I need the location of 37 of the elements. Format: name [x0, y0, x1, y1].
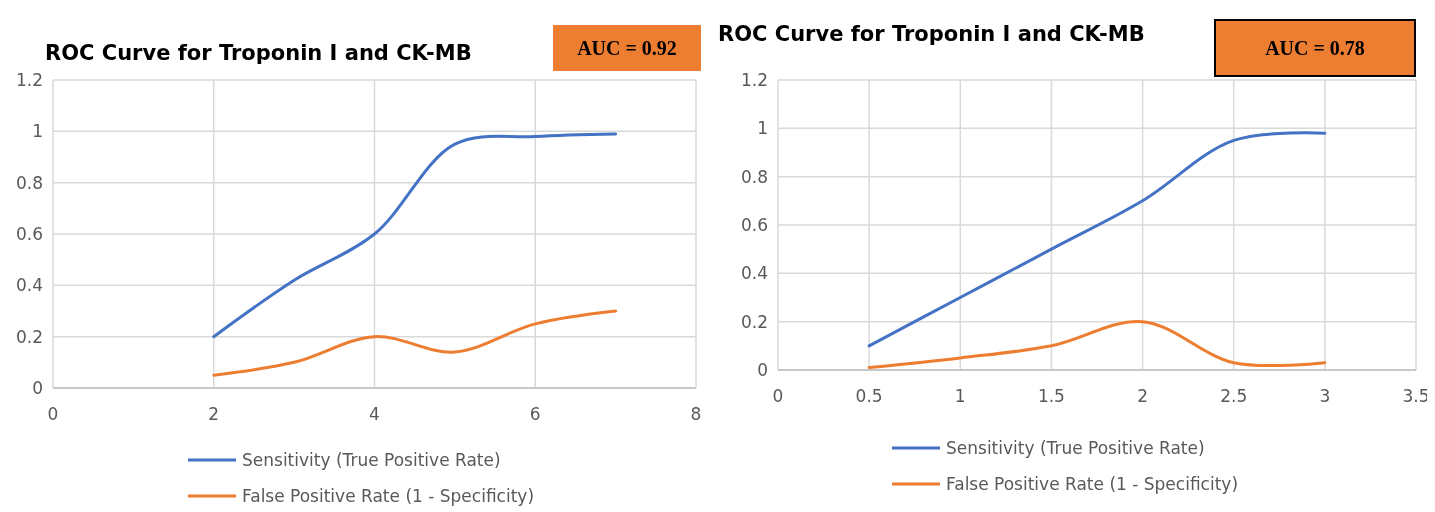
legend-label: Sensitivity (True Positive Rate): [242, 450, 501, 470]
legend-label: False Positive Rate (1 - Specificity): [946, 474, 1239, 494]
x-tick-label: 1.5: [1037, 386, 1065, 406]
legend-label: Sensitivity (True Positive Rate): [946, 438, 1205, 458]
x-tick-label: 1: [954, 386, 966, 406]
chart-title: ROC Curve for Troponin I and CK-MB: [718, 22, 1145, 46]
line-series: [212, 309, 618, 377]
y-tick-label: 0: [757, 360, 768, 380]
x-tick-label: 2.5: [1220, 386, 1248, 406]
x-tick-label: 8: [690, 404, 702, 424]
y-tick-label: 0.6: [15, 224, 43, 244]
x-tick-label: 2: [208, 404, 220, 424]
y-tick-label: 1: [757, 118, 768, 139]
y-tick-label: 1: [32, 121, 43, 142]
y-tick-label: 0.2: [15, 326, 43, 347]
x-tick-label: 3: [1319, 386, 1331, 406]
text: AUC = 0.92: [577, 37, 677, 59]
x-tick-label: 6: [529, 404, 541, 424]
y-tick-label: 0.4: [15, 275, 43, 296]
x-tick-label: 2: [1137, 386, 1148, 406]
chart-title: ROC Curve for Troponin I and CK-MB: [45, 41, 472, 65]
legend-label: False Positive Rate (1 - Specificity): [242, 486, 535, 506]
x-tick-label: 0: [47, 404, 59, 424]
y-tick-label: 0.8: [740, 166, 768, 187]
y-tick-label: 0.6: [740, 215, 768, 235]
y-tick-label: 1.2: [15, 70, 43, 90]
x-tick-label: 0: [772, 386, 784, 406]
y-tick-label: 0.2: [740, 311, 768, 332]
y-tick-label: 0.4: [740, 263, 768, 284]
text: AUC = 0.78: [1265, 37, 1365, 59]
y-tick-label: 1.2: [740, 70, 768, 90]
line-series: [867, 320, 1327, 370]
x-tick-label: 0.5: [855, 386, 883, 406]
line-series: [212, 132, 618, 339]
x-tick-label: 4: [369, 404, 380, 424]
line-series: [867, 131, 1327, 348]
y-tick-label: 0.8: [15, 172, 43, 193]
